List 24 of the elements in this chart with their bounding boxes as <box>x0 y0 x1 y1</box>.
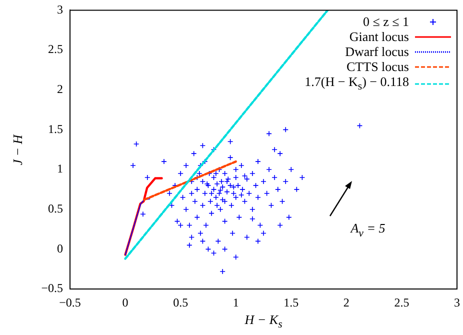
x-axis-title: H − K$_{s}$ <box>244 312 284 331</box>
y-tick-label: 0 <box>57 241 63 256</box>
x-tick-label: 0 <box>122 295 128 310</box>
y-tick-label: 1 <box>57 162 63 176</box>
legend-label: Giant locus <box>349 29 409 44</box>
y-tick-label: 2.5 <box>48 42 63 56</box>
x-tick-label: 2 <box>343 295 350 310</box>
x-tick-label: 3 <box>454 295 460 310</box>
annotation: A$_{v}$ = 5 <box>350 221 386 240</box>
y-tick-label: 0.5 <box>48 202 63 216</box>
legend-label: Dwarf locus <box>345 44 409 60</box>
legend-label: 0 ≤ z ≤ 1 <box>362 14 409 30</box>
y-tick-label: 3 <box>57 2 63 16</box>
legend-label: CTTS locus <box>346 59 409 74</box>
x-tick-label: 1 <box>232 295 239 310</box>
y-axis-title: J − H <box>10 134 26 165</box>
x-tick-label: 2.5 <box>394 295 410 310</box>
y-tick-label: 1.5 <box>48 122 63 136</box>
x-tick-label: 0.5 <box>173 295 188 310</box>
legend-label: 1.7(H − K$_{s}$) − 0.118 <box>304 74 409 95</box>
line-series <box>124 198 150 256</box>
y-tick-label: −0.5 <box>41 281 63 296</box>
y-tick-label: 2 <box>57 82 63 96</box>
x-tick-label: 1.5 <box>284 295 299 310</box>
